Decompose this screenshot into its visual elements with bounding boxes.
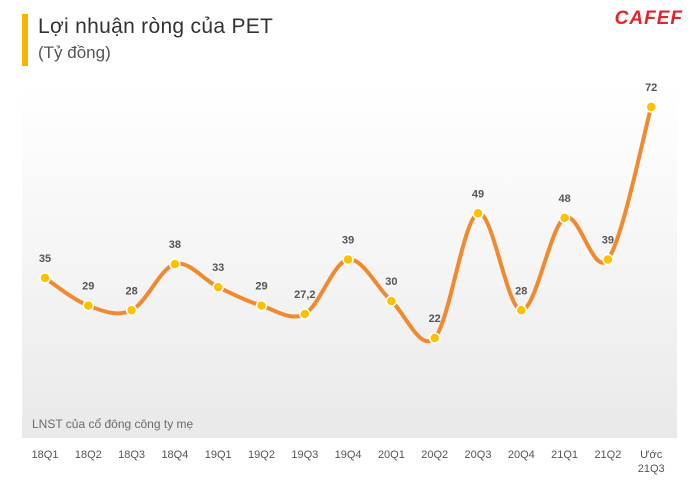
data-point-marker <box>125 304 138 317</box>
x-tick-label: 18Q3 <box>118 449 145 461</box>
data-value-label: 27,2 <box>294 289 315 301</box>
data-value-label: 28 <box>125 285 137 297</box>
x-tick-label: 19Q3 <box>291 449 318 461</box>
data-point-marker <box>602 253 614 266</box>
data-point-marker <box>255 299 268 312</box>
data-point-marker <box>39 272 51 284</box>
data-point-marker <box>472 207 484 220</box>
chart-title: Lợi nhuận ròng của PET <box>38 15 274 38</box>
data-value-label: 35 <box>39 253 51 265</box>
x-tick-label: 20Q3 <box>465 449 492 461</box>
data-value-label: 33 <box>212 262 224 274</box>
x-tick-label: 21Q2 <box>594 449 621 461</box>
chart-unit-subtitle: (Tỷ đồng) <box>38 43 111 62</box>
data-point-marker <box>82 299 95 312</box>
x-tick-label: 21Q1 <box>551 449 578 461</box>
data-point-marker <box>558 212 571 224</box>
data-value-label: 39 <box>342 234 354 246</box>
x-tick-label: 19Q2 <box>248 449 275 461</box>
data-value-label: 38 <box>169 239 181 251</box>
x-tick-label: 20Q2 <box>421 449 448 461</box>
series-line <box>43 105 654 344</box>
title-accent-bar <box>22 14 28 66</box>
data-point-marker <box>169 258 181 270</box>
data-value-label: 30 <box>385 276 397 288</box>
x-tick-label: Ước 21Q3 <box>638 449 665 475</box>
x-axis-tick-labels: 18Q1 18Q2 18Q3 18Q4 19Q1 19Q2 19Q3 19Q4 20Q1 20Q2… <box>32 449 665 475</box>
x-tick-label: 20Q4 <box>508 449 535 461</box>
data-value-label: 48 <box>558 193 570 205</box>
chart-footnote: LNST của cổ đông công ty mẹ <box>32 417 194 431</box>
data-value-label: 29 <box>82 281 94 293</box>
x-tick-label: 18Q4 <box>161 449 188 461</box>
x-tick-label: 18Q2 <box>75 449 102 461</box>
data-point-marker <box>385 295 398 307</box>
data-point-marker <box>645 101 657 113</box>
data-value-label: 72 <box>645 82 657 94</box>
x-tick-label: 19Q4 <box>335 449 362 461</box>
data-labels: 35 29 28 38 33 29 27,2 39 30 22 49 28 48 39 72 <box>39 82 657 325</box>
cafef-logo: CAFEF <box>614 8 683 29</box>
data-value-label: 22 <box>429 313 441 325</box>
data-value-label: 49 <box>472 188 484 200</box>
data-value-label: 29 <box>255 281 267 293</box>
x-tick-label: 20Q1 <box>378 449 405 461</box>
data-value-label: 39 <box>602 234 614 246</box>
x-tick-label: 18Q1 <box>32 449 59 461</box>
data-value-label: 28 <box>515 285 527 297</box>
x-tick-label: 19Q1 <box>205 449 232 461</box>
data-point-marker <box>342 253 354 266</box>
data-point-marker <box>212 281 224 293</box>
data-point-marker <box>428 332 441 344</box>
data-point-marker <box>299 308 311 320</box>
data-markers <box>39 101 657 344</box>
data-point-marker <box>515 304 528 317</box>
